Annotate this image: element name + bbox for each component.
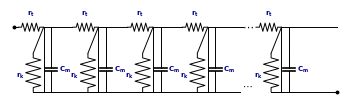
Text: $\mathbf{r_k}$: $\mathbf{r_k}$ bbox=[70, 71, 79, 81]
Text: $\cdots$: $\cdots$ bbox=[242, 81, 253, 91]
Text: $\mathbf{C_m}$: $\mathbf{C_m}$ bbox=[223, 64, 235, 75]
Text: $\cdots$: $\cdots$ bbox=[242, 22, 253, 32]
Text: $\mathbf{r_k}$: $\mathbf{r_k}$ bbox=[16, 71, 24, 81]
Text: $\mathbf{C_m}$: $\mathbf{C_m}$ bbox=[168, 64, 180, 75]
Text: $\mathbf{C_m}$: $\mathbf{C_m}$ bbox=[297, 64, 309, 75]
Text: $\mathbf{r_t}$: $\mathbf{r_t}$ bbox=[265, 9, 272, 20]
Text: $\mathbf{C_m}$: $\mathbf{C_m}$ bbox=[59, 64, 71, 75]
Text: $\mathbf{r_k}$: $\mathbf{r_k}$ bbox=[254, 71, 262, 81]
Text: $\mathbf{r_t}$: $\mathbf{r_t}$ bbox=[191, 9, 199, 20]
Text: $\mathbf{r_t}$: $\mathbf{r_t}$ bbox=[136, 9, 144, 20]
Text: $\mathbf{r_t}$: $\mathbf{r_t}$ bbox=[27, 9, 35, 20]
Text: $\mathbf{r_t}$: $\mathbf{r_t}$ bbox=[81, 9, 89, 20]
Text: $\mathbf{C_m}$: $\mathbf{C_m}$ bbox=[113, 64, 126, 75]
Text: $\mathbf{r_k}$: $\mathbf{r_k}$ bbox=[125, 71, 134, 81]
Text: $\mathbf{r_k}$: $\mathbf{r_k}$ bbox=[180, 71, 189, 81]
